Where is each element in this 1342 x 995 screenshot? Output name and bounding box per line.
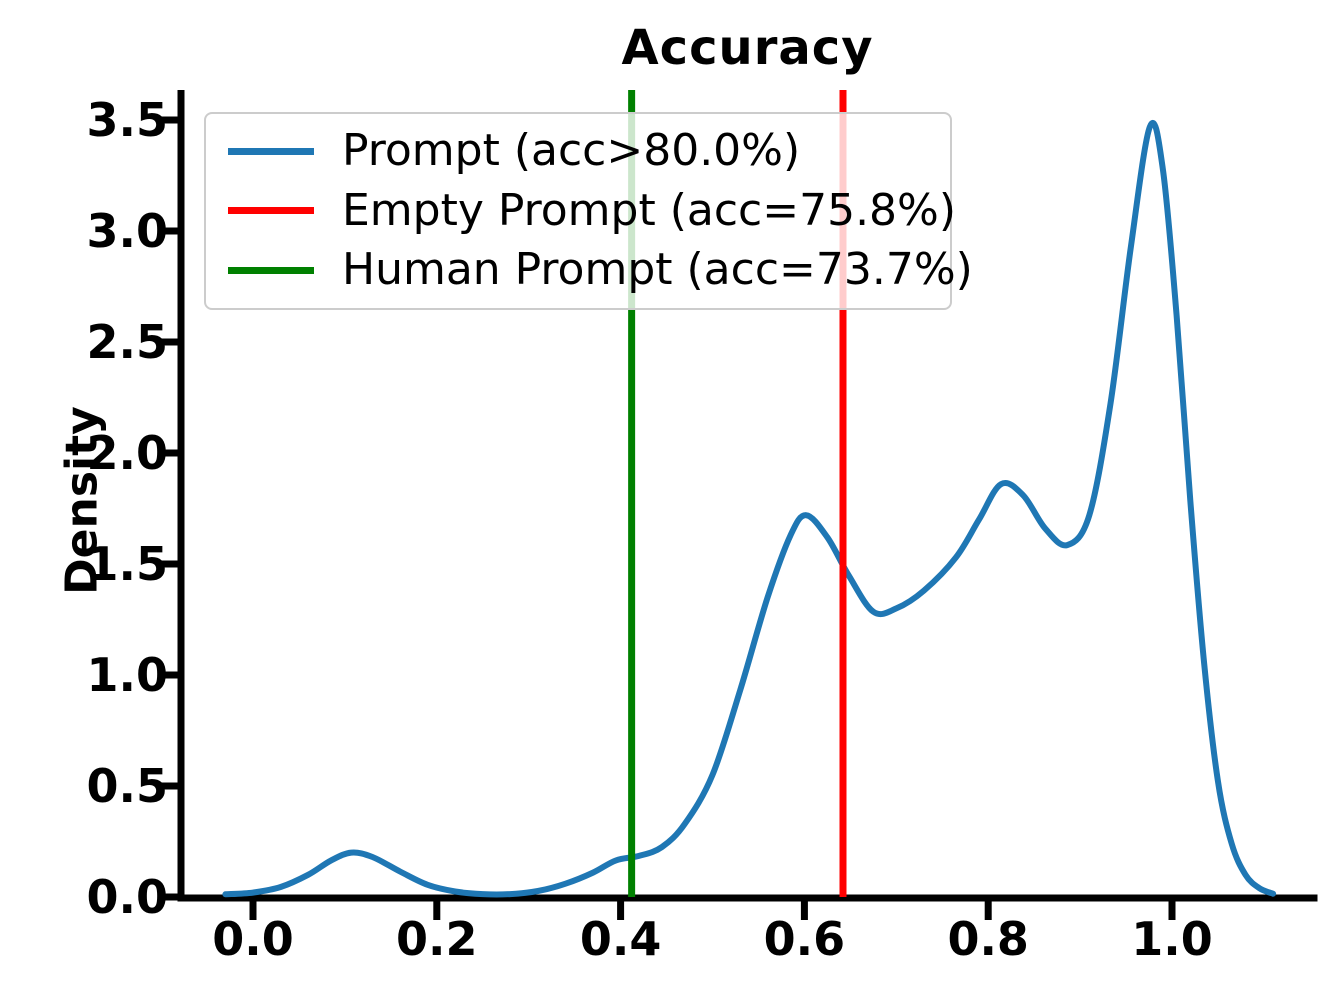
chart-title: Accuracy <box>621 20 874 76</box>
y-tick <box>158 338 181 346</box>
legend-item-label: Human Prompt (acc=73.7%) <box>342 244 973 296</box>
x-tick-label: 0.4 <box>580 912 662 966</box>
x-tick-label: 0.6 <box>764 912 846 966</box>
y-tick <box>158 893 181 901</box>
legend-item-empty-prompt: Empty Prompt (acc=75.8%) <box>228 186 956 235</box>
y-tick-label: 0.0 <box>87 870 169 924</box>
legend-item-label: Empty Prompt (acc=75.8%) <box>342 184 957 236</box>
y-tick <box>158 116 181 124</box>
x-tick-label: 0.8 <box>947 912 1029 966</box>
x-tick-label: 1.0 <box>1131 912 1213 966</box>
y-tick-label: 1.0 <box>87 648 169 702</box>
x-tick-label: 0.2 <box>396 912 478 966</box>
y-tick-label: 0.5 <box>87 759 169 813</box>
y-tick-label: 3.5 <box>87 93 169 147</box>
y-tick <box>158 560 181 568</box>
x-tick <box>433 898 441 920</box>
legend-item-label: Prompt (acc>80.0%) <box>342 125 801 177</box>
legend-box: Prompt (acc>80.0%) Empty Prompt (acc=75.… <box>204 112 973 310</box>
kde-curve-prompt <box>222 119 1277 898</box>
x-tick <box>617 898 625 920</box>
x-tick <box>249 898 257 920</box>
legend-item-human-prompt: Human Prompt (acc=73.7%) <box>228 245 973 294</box>
legend-item-prompt: Prompt (acc>80.0%) <box>228 127 928 175</box>
y-tick-label: 2.0 <box>87 426 169 480</box>
legend-line-sample-blue <box>228 148 314 156</box>
y-tick <box>158 671 181 679</box>
x-tick <box>1168 898 1176 920</box>
axis-ticks: 0.0 0.2 0.4 0.6 0.8 1.0 0.0 0.5 1.0 1.5 2.0 2.5 3.0 3… <box>87 93 1213 966</box>
y-tick-label: 2.5 <box>87 315 169 369</box>
x-tick <box>800 898 808 920</box>
x-tick-label: 0.0 <box>212 912 294 966</box>
y-tick <box>158 227 181 235</box>
y-axis-spine <box>177 90 185 901</box>
x-tick <box>984 898 992 920</box>
y-tick-label: 1.5 <box>87 537 169 591</box>
legend-line-sample-red <box>228 207 314 215</box>
legend-line-sample-green <box>228 266 314 274</box>
y-tick-label: 3.0 <box>87 204 169 258</box>
y-tick <box>158 449 181 457</box>
y-tick <box>158 782 181 790</box>
x-axis-spine <box>177 894 1318 902</box>
